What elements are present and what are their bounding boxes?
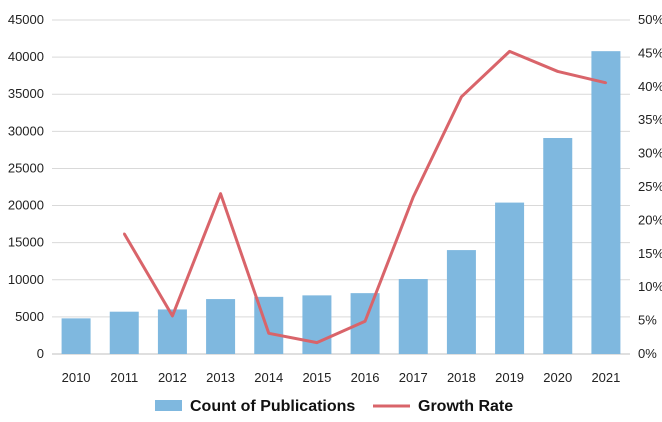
x-tick-label: 2012 (158, 370, 187, 385)
point-growth-rate (508, 50, 511, 53)
y-right-tick-label: 0% (638, 346, 657, 361)
bar-count-of-publications (302, 295, 332, 354)
point-growth-rate (219, 192, 222, 195)
bar-count-of-publications (591, 51, 621, 354)
legend-label-count-of-publications: Count of Publications (190, 398, 355, 415)
x-tick-label: 2017 (399, 370, 428, 385)
x-tick-label: 2016 (351, 370, 380, 385)
y-right-tick-label: 15% (638, 246, 662, 261)
bar-count-of-publications (206, 299, 236, 354)
y-right-tick-label: 5% (638, 313, 657, 328)
bar-count-of-publications (61, 318, 91, 354)
x-tick-label: 2015 (302, 370, 331, 385)
point-growth-rate (604, 81, 608, 84)
y-right-tick-label: 30% (638, 146, 662, 161)
bar-count-of-publications (398, 279, 428, 354)
point-growth-rate (460, 95, 463, 99)
y-left-tick-label: 30000 (8, 123, 44, 138)
bar-count-of-publications (446, 250, 476, 354)
x-tick-label: 2020 (543, 370, 572, 385)
y-left-tick-label: 25000 (8, 160, 44, 175)
y-right-tick-label: 50% (638, 12, 662, 27)
x-tick-label: 2018 (447, 370, 476, 385)
point-growth-rate (363, 320, 367, 323)
x-tick-label: 2019 (495, 370, 524, 385)
legend-label-growth-rate: Growth Rate (418, 398, 513, 415)
y-left-tick-label: 10000 (8, 272, 44, 287)
y-left-tick-label: 15000 (8, 235, 44, 250)
x-tick-label: 2021 (591, 370, 620, 385)
x-tick-label: 2011 (110, 370, 138, 385)
bar-count-of-publications (495, 202, 525, 354)
point-growth-rate (412, 195, 415, 199)
y-left-tick-label: 35000 (8, 86, 44, 101)
bar-count-of-publications (350, 293, 380, 354)
y-left-tick-label: 45000 (8, 12, 44, 27)
y-right-tick-label: 20% (638, 212, 662, 227)
y-left-tick-label: 20000 (8, 198, 44, 213)
y-left-tick-label: 5000 (15, 309, 44, 324)
x-tick-label: 2013 (206, 370, 235, 385)
x-tick-label: 2010 (62, 370, 91, 385)
bar-count-of-publications (109, 311, 139, 354)
legend-swatch-bar (155, 400, 182, 411)
point-growth-rate (171, 314, 174, 318)
y-right-tick-label: 45% (638, 45, 662, 60)
x-tick-label: 2014 (254, 370, 283, 385)
bar-count-of-publications (543, 138, 573, 354)
point-growth-rate (315, 341, 319, 344)
point-growth-rate (556, 70, 559, 73)
y-right-tick-label: 40% (638, 79, 662, 94)
point-growth-rate (267, 332, 270, 335)
y-left-tick-label: 0 (37, 346, 44, 361)
y-right-tick-label: 10% (638, 279, 662, 294)
point-growth-rate (123, 232, 126, 235)
y-right-tick-label: 35% (638, 112, 662, 127)
y-right-tick-label: 25% (638, 179, 662, 194)
y-left-tick-label: 40000 (8, 49, 44, 64)
